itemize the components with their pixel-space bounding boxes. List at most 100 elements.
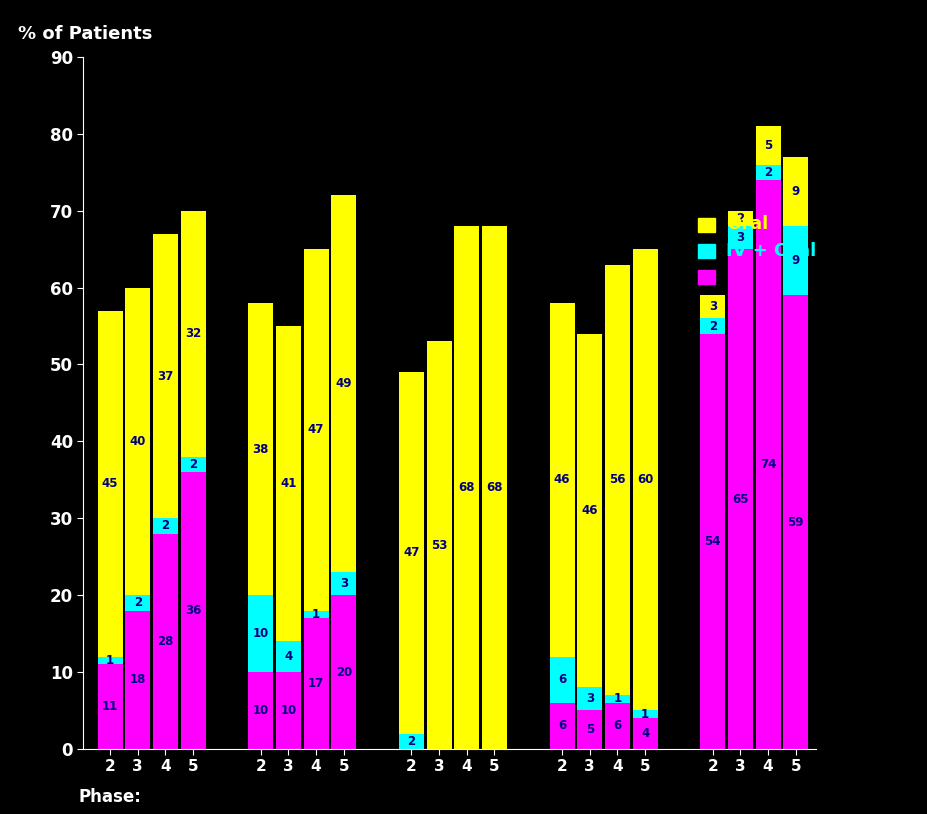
Text: 10: 10 bbox=[253, 704, 269, 717]
Bar bbox=[756, 164, 781, 180]
Text: 2: 2 bbox=[133, 597, 142, 610]
Bar bbox=[125, 595, 150, 610]
Text: 5: 5 bbox=[764, 139, 772, 152]
Bar bbox=[550, 303, 575, 657]
Bar bbox=[578, 334, 603, 687]
Text: 1: 1 bbox=[614, 693, 621, 706]
Text: 3: 3 bbox=[736, 231, 744, 244]
Bar bbox=[550, 702, 575, 749]
Text: 2: 2 bbox=[736, 212, 744, 225]
Text: 53: 53 bbox=[431, 539, 448, 552]
Legend: Oral, IV + Oral, IV: Oral, IV + Oral, IV bbox=[698, 216, 816, 286]
Bar bbox=[153, 234, 178, 519]
Text: 40: 40 bbox=[130, 435, 146, 448]
Text: 9: 9 bbox=[792, 254, 800, 267]
Bar bbox=[248, 672, 273, 749]
Bar bbox=[97, 311, 122, 657]
Bar bbox=[605, 695, 630, 702]
Text: 60: 60 bbox=[637, 473, 654, 486]
Bar bbox=[756, 126, 781, 164]
Bar bbox=[97, 664, 122, 749]
Bar bbox=[756, 180, 781, 749]
Bar bbox=[605, 702, 630, 749]
Bar bbox=[125, 610, 150, 749]
Text: 46: 46 bbox=[553, 473, 570, 486]
Bar bbox=[399, 372, 424, 733]
Bar bbox=[248, 595, 273, 672]
Text: 10: 10 bbox=[253, 627, 269, 640]
Text: 36: 36 bbox=[184, 604, 201, 617]
Bar bbox=[605, 265, 630, 695]
Text: 3: 3 bbox=[586, 693, 594, 706]
Bar bbox=[783, 157, 808, 226]
Text: 17: 17 bbox=[308, 677, 324, 690]
Text: 4: 4 bbox=[285, 650, 293, 663]
Text: 1: 1 bbox=[312, 608, 320, 621]
Text: 68: 68 bbox=[486, 481, 502, 494]
Text: 4: 4 bbox=[641, 727, 649, 740]
Text: 3: 3 bbox=[709, 300, 717, 313]
Bar bbox=[125, 287, 150, 595]
Text: 2: 2 bbox=[189, 458, 197, 471]
Text: 37: 37 bbox=[158, 370, 173, 383]
Text: 2: 2 bbox=[709, 320, 717, 333]
Bar bbox=[153, 519, 178, 534]
Text: 2: 2 bbox=[764, 166, 772, 179]
Text: 6: 6 bbox=[614, 720, 621, 733]
Text: 6: 6 bbox=[558, 720, 566, 733]
Text: 32: 32 bbox=[185, 327, 201, 340]
Text: 41: 41 bbox=[280, 477, 297, 490]
Bar bbox=[632, 249, 657, 711]
Text: 10: 10 bbox=[280, 704, 297, 717]
Text: 59: 59 bbox=[788, 515, 804, 528]
Bar bbox=[97, 657, 122, 664]
Bar bbox=[578, 711, 603, 749]
Text: 68: 68 bbox=[459, 481, 475, 494]
Text: 6: 6 bbox=[558, 673, 566, 686]
Text: 3: 3 bbox=[339, 577, 348, 590]
Bar bbox=[550, 657, 575, 702]
Text: 11: 11 bbox=[102, 700, 119, 713]
Bar bbox=[331, 195, 356, 572]
Bar bbox=[331, 595, 356, 749]
Bar bbox=[153, 534, 178, 749]
Bar bbox=[700, 295, 725, 318]
Text: 2: 2 bbox=[161, 519, 170, 532]
Text: 54: 54 bbox=[705, 535, 721, 548]
Text: % of Patients: % of Patients bbox=[18, 25, 152, 43]
Bar bbox=[181, 211, 206, 457]
Text: 20: 20 bbox=[336, 666, 352, 679]
Text: 47: 47 bbox=[403, 546, 420, 559]
Bar bbox=[331, 572, 356, 595]
Bar bbox=[700, 334, 725, 749]
Bar bbox=[276, 326, 301, 641]
Bar bbox=[181, 457, 206, 472]
Bar bbox=[783, 295, 808, 749]
Text: 1: 1 bbox=[106, 654, 114, 667]
Bar bbox=[700, 318, 725, 334]
Text: Phase:: Phase: bbox=[79, 788, 142, 806]
Bar bbox=[426, 341, 451, 749]
Text: 9: 9 bbox=[792, 185, 800, 198]
Bar bbox=[482, 226, 507, 749]
Bar bbox=[304, 618, 328, 749]
Text: 47: 47 bbox=[308, 423, 324, 436]
Text: 2: 2 bbox=[407, 735, 415, 748]
Bar bbox=[181, 472, 206, 749]
Text: 45: 45 bbox=[102, 477, 119, 490]
Text: 5: 5 bbox=[586, 723, 594, 736]
Bar bbox=[276, 672, 301, 749]
Bar bbox=[728, 249, 753, 749]
Text: 18: 18 bbox=[130, 673, 146, 686]
Text: 65: 65 bbox=[732, 492, 749, 505]
Text: 38: 38 bbox=[252, 443, 269, 456]
Bar bbox=[248, 303, 273, 595]
Text: 46: 46 bbox=[581, 504, 598, 517]
Bar bbox=[454, 226, 479, 749]
Bar bbox=[783, 226, 808, 295]
Bar bbox=[578, 687, 603, 711]
Text: 49: 49 bbox=[336, 377, 352, 390]
Bar bbox=[728, 226, 753, 249]
Text: 56: 56 bbox=[609, 473, 626, 486]
Bar bbox=[632, 718, 657, 749]
